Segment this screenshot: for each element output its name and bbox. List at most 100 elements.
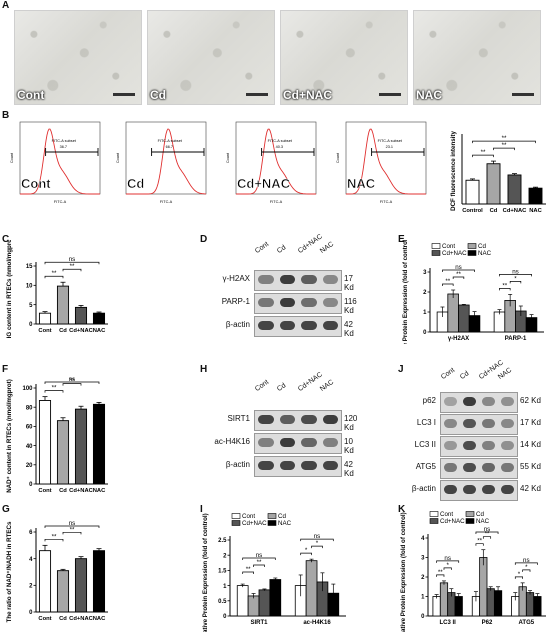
significance-label: **: [246, 566, 251, 573]
flow-histogram-trace: [346, 128, 426, 195]
bar: [269, 579, 282, 617]
kd-label: 42 Kd: [520, 484, 541, 493]
bar: [74, 408, 88, 485]
protein-label: β-actin: [225, 320, 250, 329]
flow-y-label: Count: [10, 152, 14, 163]
blot-band: [501, 463, 514, 472]
legend-label: NAC: [278, 520, 292, 527]
flow-histogram-trace: [20, 128, 100, 195]
bar: [507, 174, 522, 205]
flow-y-label: Count: [336, 152, 340, 163]
flow-sample-label: Cont: [21, 176, 51, 191]
flow-histogram-trace: [236, 128, 316, 195]
y-tick-label: 60: [26, 425, 33, 431]
blot-band: [279, 275, 295, 284]
bar: [432, 596, 441, 617]
y-tick-label: 80: [26, 405, 33, 411]
micrograph-cd: Cd: [147, 10, 275, 105]
legend-swatch: [267, 520, 277, 526]
bar: [465, 179, 480, 205]
blot-band: [463, 485, 476, 494]
legend-label: Cont: [440, 511, 453, 518]
bar: [56, 570, 70, 613]
significance-bracket: [442, 269, 475, 272]
protein-label: LC3 I: [416, 418, 436, 427]
x-group-label: SIRT1: [250, 620, 268, 626]
scale-bar: [246, 93, 268, 96]
y-tick-label: 1: [421, 595, 425, 601]
significance-bracket: [499, 274, 532, 277]
blot-band: [301, 321, 317, 330]
legend-label: Cd+NAC: [242, 520, 267, 527]
blot-band: [322, 415, 338, 424]
significance-bracket: [253, 564, 265, 567]
blot-strip: [440, 392, 518, 413]
legend-label: NAC: [478, 250, 492, 257]
y-tick-label: 2: [29, 584, 33, 590]
legend-swatch: [465, 511, 475, 517]
legend-swatch: [467, 243, 477, 249]
y-tick-label: 0: [29, 482, 33, 488]
panel-label-j: J: [398, 364, 404, 375]
x-tick-label: Cd+NAC: [69, 616, 93, 622]
micrograph-cont: Cont: [14, 10, 142, 105]
y-tick-label: 1: [423, 310, 427, 316]
legend-swatch: [231, 513, 241, 519]
blot-strip: [440, 458, 518, 479]
significance-label: **: [502, 142, 507, 149]
y-tick-label: 2.5: [218, 538, 227, 544]
flow-sample-label: Cd+NAC: [237, 176, 291, 191]
bar: [38, 400, 52, 485]
x-tick-label: Cd: [59, 488, 67, 494]
y-tick-label: 100: [22, 386, 33, 392]
blot-strip: [440, 480, 518, 501]
kd-label: 42 Kd: [344, 320, 354, 338]
significance-label: **: [438, 569, 443, 576]
blot-band: [501, 397, 514, 406]
significance-label: **: [52, 533, 57, 540]
significance-bracket: [436, 574, 445, 577]
bar: [458, 304, 470, 333]
blot-strip: [254, 410, 342, 431]
bar: [92, 550, 106, 613]
significance-label: ns: [512, 268, 519, 275]
x-group-label: ac-H4K16: [303, 620, 331, 626]
protein-label: ATG5: [415, 462, 436, 471]
protein-label: ac-H4K16: [214, 437, 250, 446]
significance-label: *: [446, 562, 449, 569]
significance-label: **: [70, 378, 75, 385]
flow-histograms: FITC-A subset 36.7 FITC-A Count Cont FITC-A …: [10, 121, 427, 204]
bar: [74, 306, 88, 325]
significance-bracket: [311, 545, 323, 549]
y-tick-label: 4: [421, 536, 425, 542]
gate-label: FITC-A subset: [52, 139, 77, 143]
legend-swatch: [267, 513, 277, 519]
blot-band: [463, 463, 476, 472]
y-tick-label: 0: [223, 614, 227, 620]
y-axis-label: Relative Protein Expression (fold of con…: [202, 513, 209, 632]
kd-label: 14 Kd: [520, 440, 541, 449]
scale-bar: [512, 93, 534, 96]
blot-band: [301, 438, 317, 447]
significance-label: ns: [69, 256, 76, 263]
significance-bracket: [242, 571, 254, 574]
x-tick-label: NAC: [93, 488, 106, 494]
panel-label-d: D: [200, 234, 208, 245]
legend-label: NAC: [476, 518, 490, 525]
bar: [56, 420, 70, 485]
panel-label-b: B: [2, 110, 10, 121]
micrograph-label: Cd+NAC: [283, 88, 333, 102]
western-blot-d: Cont Cd Cd+NAC NAC γ-H2AX 17 Kd PARP-1 116 Kd β-…: [212, 233, 362, 382]
panel-label-c: C: [2, 234, 10, 245]
legend-label: Cd+NAC: [440, 518, 465, 525]
flow-x-label: FITC-A: [54, 200, 67, 204]
legend-swatch: [429, 518, 439, 524]
flow-histogram-trace: [126, 128, 206, 195]
blot-strip: [254, 456, 342, 477]
panel-label-e: E: [398, 234, 405, 245]
blot-strip: [254, 316, 342, 337]
y-tick-label: 20: [26, 463, 33, 469]
protein-label: PARP-1: [221, 297, 250, 306]
y-tick-label: 3: [423, 270, 427, 276]
y-tick-label: 2: [423, 290, 427, 296]
